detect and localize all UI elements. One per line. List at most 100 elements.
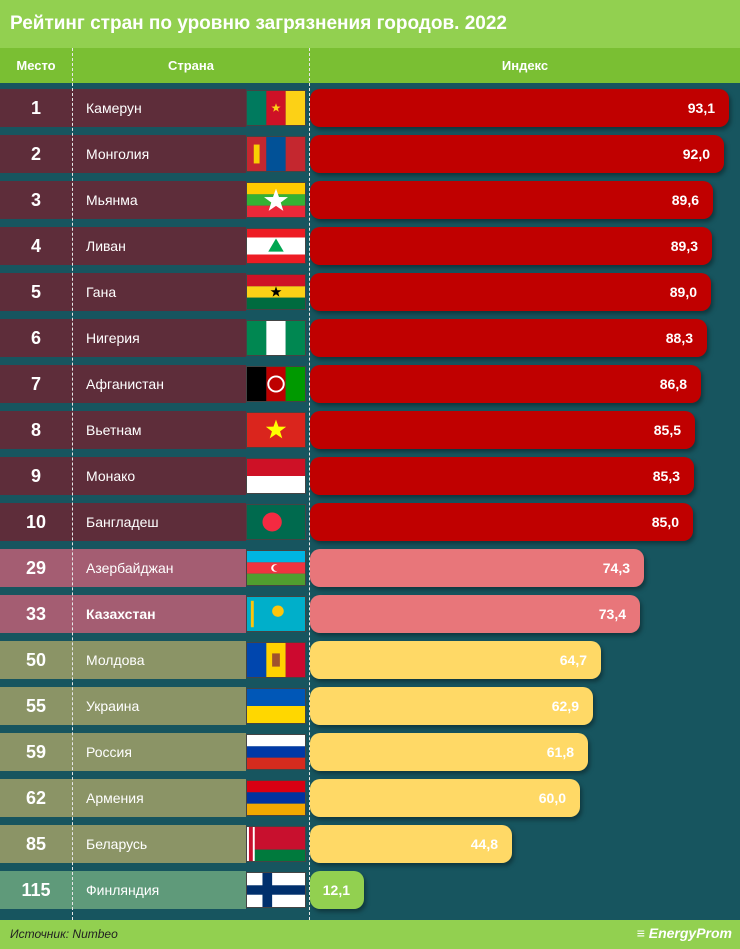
country-name: Афганистан [72,365,246,403]
table-row: 115 Финляндия 12,1 [0,871,740,909]
country-name: Россия [72,733,246,771]
table-row: 50 Молдова 64,7 [0,641,740,679]
country-name: Монголия [72,135,246,173]
header-country: Страна [167,58,214,73]
table-row: 62 Армения 60,0 [0,779,740,817]
myanmar-flag [246,182,306,218]
bar-value-label: 74,3 [602,560,630,576]
country-name: Гана [72,273,246,311]
table-row: 59 Россия 61,8 [0,733,740,771]
bar: 89,6 [310,181,713,219]
rank-cell: 85 [0,825,72,863]
monaco-flag [246,458,306,494]
armenia-flag [246,780,306,816]
table-header: Место Страна Индекс [0,48,740,83]
bar: 93,1 [310,89,729,127]
country-name: Нигерия [72,319,246,357]
header-index: Индекс [501,58,549,73]
country-name: Беларусь [72,825,246,863]
lebanon-flag [246,228,306,264]
country-name: Азербайджан [72,549,246,587]
rank-cell: 62 [0,779,72,817]
bar-value-label: 89,0 [669,284,697,300]
rank-cell: 55 [0,687,72,725]
country-name: Вьетнам [72,411,246,449]
bar: 89,0 [310,273,711,311]
bar: 12,1 [310,871,364,909]
kazakhstan-flag [246,596,306,632]
bar-value-label: 64,7 [559,652,587,668]
bar-value-label: 12,1 [322,882,350,898]
table-row: 85 Беларусь 44,8 [0,825,740,863]
rank-cell: 3 [0,181,72,219]
rank-cell: 115 [0,871,72,909]
bar: 64,7 [310,641,601,679]
country-name: Казахстан [72,595,246,633]
bar: 85,5 [310,411,695,449]
bar-value-label: 89,3 [670,238,698,254]
bar: 62,9 [310,687,593,725]
table-row: 29 Азербайджан 74,3 [0,549,740,587]
bar-value-label: 62,9 [551,698,579,714]
rank-cell: 4 [0,227,72,265]
ghana-flag [246,274,306,310]
bar-value-label: 73,4 [598,606,626,622]
country-name: Армения [72,779,246,817]
bar: 60,0 [310,779,580,817]
source: Источник: Numbeo [10,927,118,941]
table-row: 5 Гана 89,0 [0,273,740,311]
bar-value-label: 85,5 [653,422,681,438]
divider [72,48,73,920]
bar: 92,0 [310,135,724,173]
rank-cell: 2 [0,135,72,173]
finland-flag [246,872,306,908]
rank-cell: 7 [0,365,72,403]
header-rank: Место [16,58,56,73]
country-name: Монако [72,457,246,495]
cameroon-flag [246,90,306,126]
bar-value-label: 85,0 [651,514,679,530]
country-name: Камерун [72,89,246,127]
table-row: 8 Вьетнам 85,5 [0,411,740,449]
table-row: 3 Мьянма 89,6 [0,181,740,219]
footer: Источник: Numbeo ≡ EnergyProm [0,920,740,949]
bar: 85,0 [310,503,693,541]
divider [309,48,310,920]
rank-cell: 5 [0,273,72,311]
rank-cell: 29 [0,549,72,587]
bar: 44,8 [310,825,512,863]
ukraine-flag [246,688,306,724]
country-name: Ливан [72,227,246,265]
bar: 73,4 [310,595,640,633]
table-row: 7 Афганистан 86,8 [0,365,740,403]
country-name: Молдова [72,641,246,679]
rank-cell: 33 [0,595,72,633]
bar-value-label: 86,8 [659,376,687,392]
azerbaijan-flag [246,550,306,586]
country-name: Украина [72,687,246,725]
bar: 85,3 [310,457,694,495]
rank-cell: 6 [0,319,72,357]
vietnam-flag [246,412,306,448]
bar-value-label: 85,3 [652,468,680,484]
energyprom-logo: ≡ EnergyProm [636,925,732,941]
mongolia-flag [246,136,306,172]
rank-cell: 8 [0,411,72,449]
rank-cell: 9 [0,457,72,495]
table-row: 1 Камерун 93,1 [0,89,740,127]
table-row: 6 Нигерия 88,3 [0,319,740,357]
rank-cell: 50 [0,641,72,679]
rank-cell: 10 [0,503,72,541]
bar-value-label: 60,0 [538,790,566,806]
table-row: 33 Казахстан 73,4 [0,595,740,633]
country-name: Финляндия [72,871,246,909]
bar-value-label: 93,1 [687,100,715,116]
nigeria-flag [246,320,306,356]
bar: 74,3 [310,549,644,587]
table-row: 55 Украина 62,9 [0,687,740,725]
chart-title: Рейтинг стран по уровню загрязнения горо… [0,0,740,48]
table-row: 2 Монголия 92,0 [0,135,740,173]
country-name: Бангладеш [72,503,246,541]
table-row: 9 Монако 85,3 [0,457,740,495]
bar-value-label: 44,8 [470,836,498,852]
